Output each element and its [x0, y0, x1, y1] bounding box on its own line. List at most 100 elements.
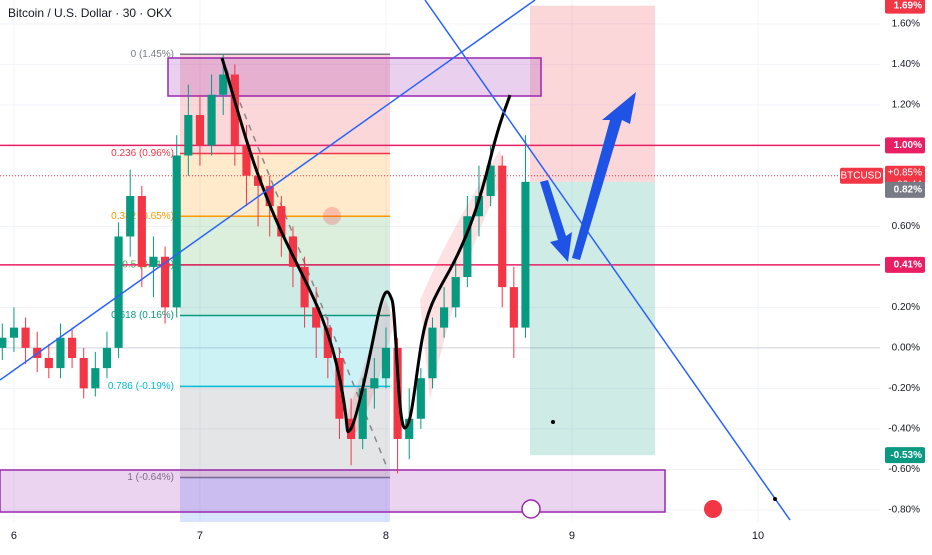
x-tick-label: 7: [197, 530, 203, 542]
candle-body: [172, 155, 181, 308]
fib-band: [180, 315, 390, 387]
candle-body: [68, 337, 77, 358]
arrow: [540, 180, 572, 262]
candle-body: [498, 165, 507, 288]
symbol-label: BTCUSD: [840, 170, 881, 181]
fib-label: 0 (1.45%): [131, 49, 174, 60]
symbol-tag: [840, 167, 883, 184]
candle-body: [9, 327, 19, 338]
candle-body: [161, 256, 170, 308]
candle-body: [102, 347, 112, 369]
candle-body: [137, 196, 146, 267]
y-tick-label: 1.20%: [892, 100, 920, 111]
dashed-line: [221, 57, 389, 471]
candle-body: [509, 287, 518, 328]
candle-body: [242, 145, 251, 176]
candle-body: [254, 175, 263, 186]
highlight: [300, 250, 395, 440]
candle-body: [358, 388, 367, 439]
candle-body: [381, 347, 391, 379]
x-tick-label: 10: [752, 530, 764, 542]
y-tick-label: 1.60%: [892, 19, 920, 30]
fib-label: 1 (-0.64%): [127, 472, 174, 483]
position-layer: [0, 5, 880, 456]
candle-body: [265, 185, 274, 207]
price-tag: [885, 181, 925, 198]
candles-layer: [0, 54, 530, 474]
fib-band: [180, 153, 390, 217]
candle-body: [335, 357, 344, 419]
trend-line: [0, 0, 536, 381]
fib-label: 0.786 (-0.19%): [108, 381, 174, 392]
candle-body: [207, 94, 216, 146]
candle-body: [486, 165, 495, 197]
highlight: [420, 150, 505, 400]
fibonacci-layer: 0 (1.45%)0.236 (0.96%)0.382 (0.65%)0.5 (…: [108, 49, 390, 522]
price-label: 1.00%: [894, 140, 922, 151]
event-icon[interactable]: [521, 499, 541, 519]
trend-line: [424, 0, 791, 521]
candle-body: [300, 266, 309, 308]
candle-body: [219, 74, 228, 95]
candle-body: [126, 196, 135, 237]
axes-layer: 1.60% 1.40% 1.20% 0.60% 0.20% 0.00% -0.20% -0.4…: [11, 0, 925, 542]
drawings-back: [0, 57, 666, 513]
purple-box: [0, 469, 666, 513]
candle-body: [405, 418, 414, 439]
arrow: [572, 92, 636, 260]
price-label: +0.85%: [888, 167, 922, 178]
candle-body: [114, 236, 123, 348]
candle-body: [428, 327, 437, 379]
candle-body: [56, 337, 65, 369]
fib-extension: [180, 477, 390, 522]
candle-body: [370, 378, 379, 389]
candle-body: [91, 368, 100, 389]
price-label: 1.69%: [894, 0, 922, 11]
stop-zone: [530, 181, 655, 456]
fib-label: 0.236 (0.96%): [111, 148, 174, 159]
candle-body: [184, 115, 193, 156]
candle-body: [521, 181, 530, 328]
y-tick-label: -0.60%: [888, 464, 920, 475]
candle-body: [312, 307, 321, 328]
x-tick-label: 8: [383, 530, 389, 542]
y-tick-label: -0.20%: [888, 383, 920, 394]
x-tick-label: 9: [569, 530, 575, 542]
y-tick-label: 0.00%: [892, 343, 920, 354]
chart-title: Bitcoin / U.S. Dollar · 30 · OKX: [8, 6, 172, 20]
dot: [773, 497, 777, 501]
highlight: [323, 207, 341, 225]
price-label: -0.53%: [890, 450, 922, 461]
y-tick-label: 1.40%: [892, 59, 920, 70]
y-tick-label: 0.20%: [892, 302, 920, 313]
x-tick-label: 6: [11, 530, 17, 542]
hand-drawn-curve: [220, 57, 512, 433]
candle-body: [440, 307, 449, 328]
fib-band: [180, 264, 390, 316]
price-tag: [885, 447, 925, 464]
candle-body: [149, 256, 158, 267]
price-tag: [885, 0, 925, 14]
candle-body: [463, 216, 472, 277]
candle-body: [323, 327, 332, 358]
candle-body: [230, 74, 239, 146]
candle-body: [288, 236, 298, 267]
background-layer: [0, 0, 880, 522]
target-zone: [530, 5, 655, 182]
drawings-front: [0, 0, 791, 521]
candle-body: [21, 327, 30, 348]
y-tick-label: -0.40%: [888, 423, 920, 434]
event-icon[interactable]: [704, 500, 722, 518]
candle-body: [0, 337, 7, 348]
candle-body: [79, 357, 88, 389]
candle-body: [416, 378, 425, 419]
candle-body: [44, 357, 53, 369]
candle-body: [474, 196, 484, 217]
y-tick-label: -0.80%: [888, 504, 920, 515]
fib-label: 0.618 (0.16%): [111, 310, 174, 321]
candle-body: [195, 115, 205, 146]
candle-body: [277, 206, 286, 237]
price-tag: [885, 256, 925, 273]
